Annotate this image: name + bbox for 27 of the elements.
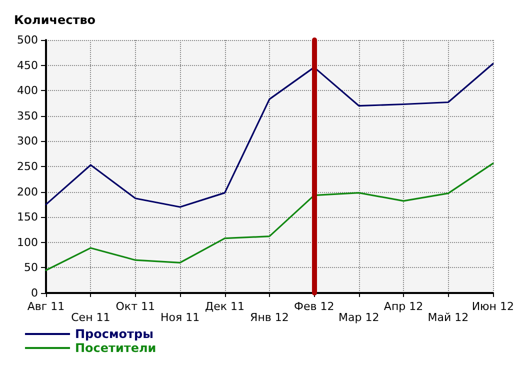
x-tick-label: Ноя 11 — [160, 311, 200, 324]
y-tick-label: 500 — [17, 34, 38, 46]
y-tick-label: 400 — [17, 84, 38, 98]
line-series — [45, 162, 494, 272]
y-tick-label: 50 — [24, 261, 38, 274]
y-tick-label: 250 — [17, 160, 38, 173]
x-tick-label: Фев 12 — [294, 300, 334, 313]
y-tick-label: 200 — [17, 185, 38, 198]
y-tick-label: 300 — [17, 134, 38, 148]
x-tick-label: Сен 11 — [71, 311, 110, 324]
x-tick-label: Мар 12 — [338, 311, 380, 324]
legend-label: Посетители — [75, 341, 156, 355]
x-tick-label: Апр 12 — [384, 300, 424, 313]
y-axis-title: Количество — [14, 13, 96, 27]
y-tick-label: 0 — [31, 286, 38, 300]
x-tick-label: Окт 11 — [116, 300, 155, 313]
x-tick-label: Дек 11 — [205, 300, 245, 313]
y-tick-label: 150 — [17, 210, 38, 224]
x-tick-label: Янв 12 — [250, 311, 289, 324]
x-tick-label: Авг 11 — [27, 300, 65, 313]
y-tick-label: 100 — [17, 236, 38, 249]
y-tick-label: 450 — [17, 58, 38, 72]
x-tick-label: Июн 12 — [472, 300, 514, 313]
legend-label: Просмотры — [75, 327, 154, 341]
line-series — [45, 62, 494, 208]
y-tick-label: 350 — [17, 109, 38, 122]
x-tick-label: Май 12 — [428, 311, 469, 324]
